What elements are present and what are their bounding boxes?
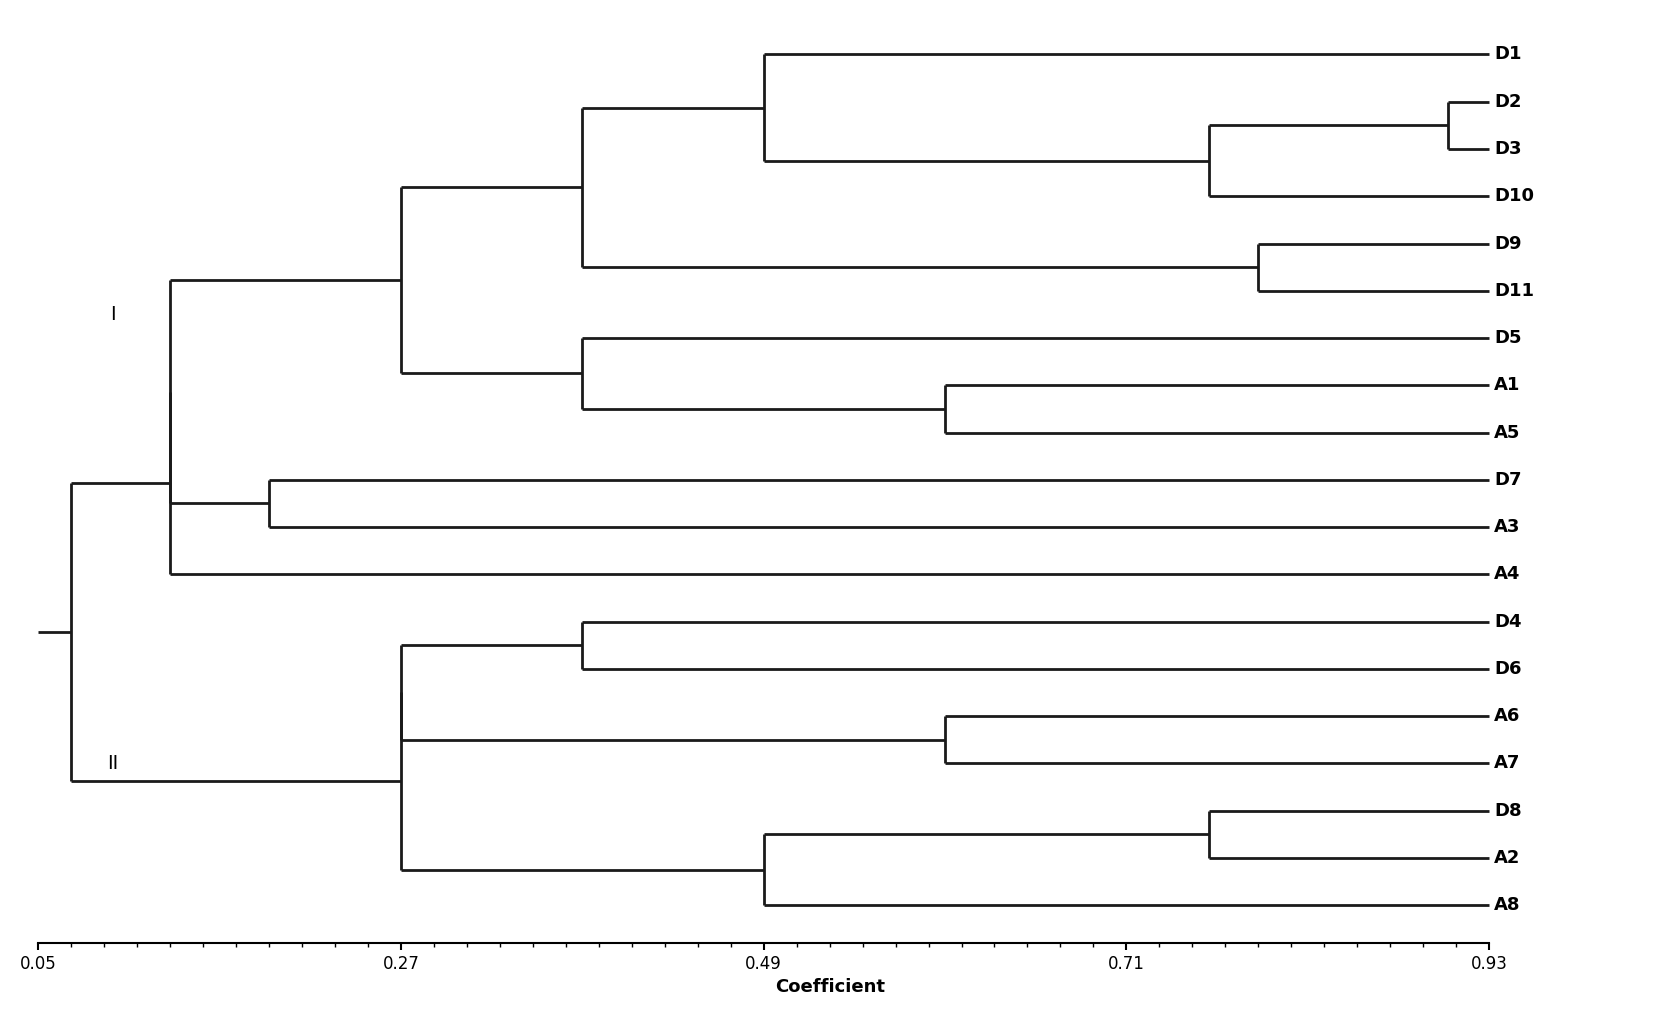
Text: I: I — [109, 305, 116, 324]
Text: D8: D8 — [1494, 801, 1522, 820]
Text: D2: D2 — [1494, 93, 1522, 110]
Text: A7: A7 — [1494, 755, 1520, 772]
X-axis label: Coefficient: Coefficient — [774, 979, 885, 997]
Text: A6: A6 — [1494, 707, 1520, 725]
Text: D11: D11 — [1494, 282, 1533, 300]
Text: D6: D6 — [1494, 659, 1522, 678]
Text: A8: A8 — [1494, 897, 1520, 914]
Text: D10: D10 — [1494, 187, 1533, 206]
Text: D1: D1 — [1494, 46, 1522, 64]
Text: A2: A2 — [1494, 849, 1520, 867]
Text: D9: D9 — [1494, 235, 1522, 252]
Text: D3: D3 — [1494, 140, 1522, 158]
Text: D4: D4 — [1494, 613, 1522, 631]
Text: D7: D7 — [1494, 471, 1522, 489]
Text: D5: D5 — [1494, 329, 1522, 347]
Text: A4: A4 — [1494, 565, 1520, 583]
Text: II: II — [108, 754, 117, 773]
Text: A3: A3 — [1494, 518, 1520, 536]
Text: A1: A1 — [1494, 376, 1520, 394]
Text: A5: A5 — [1494, 423, 1520, 442]
